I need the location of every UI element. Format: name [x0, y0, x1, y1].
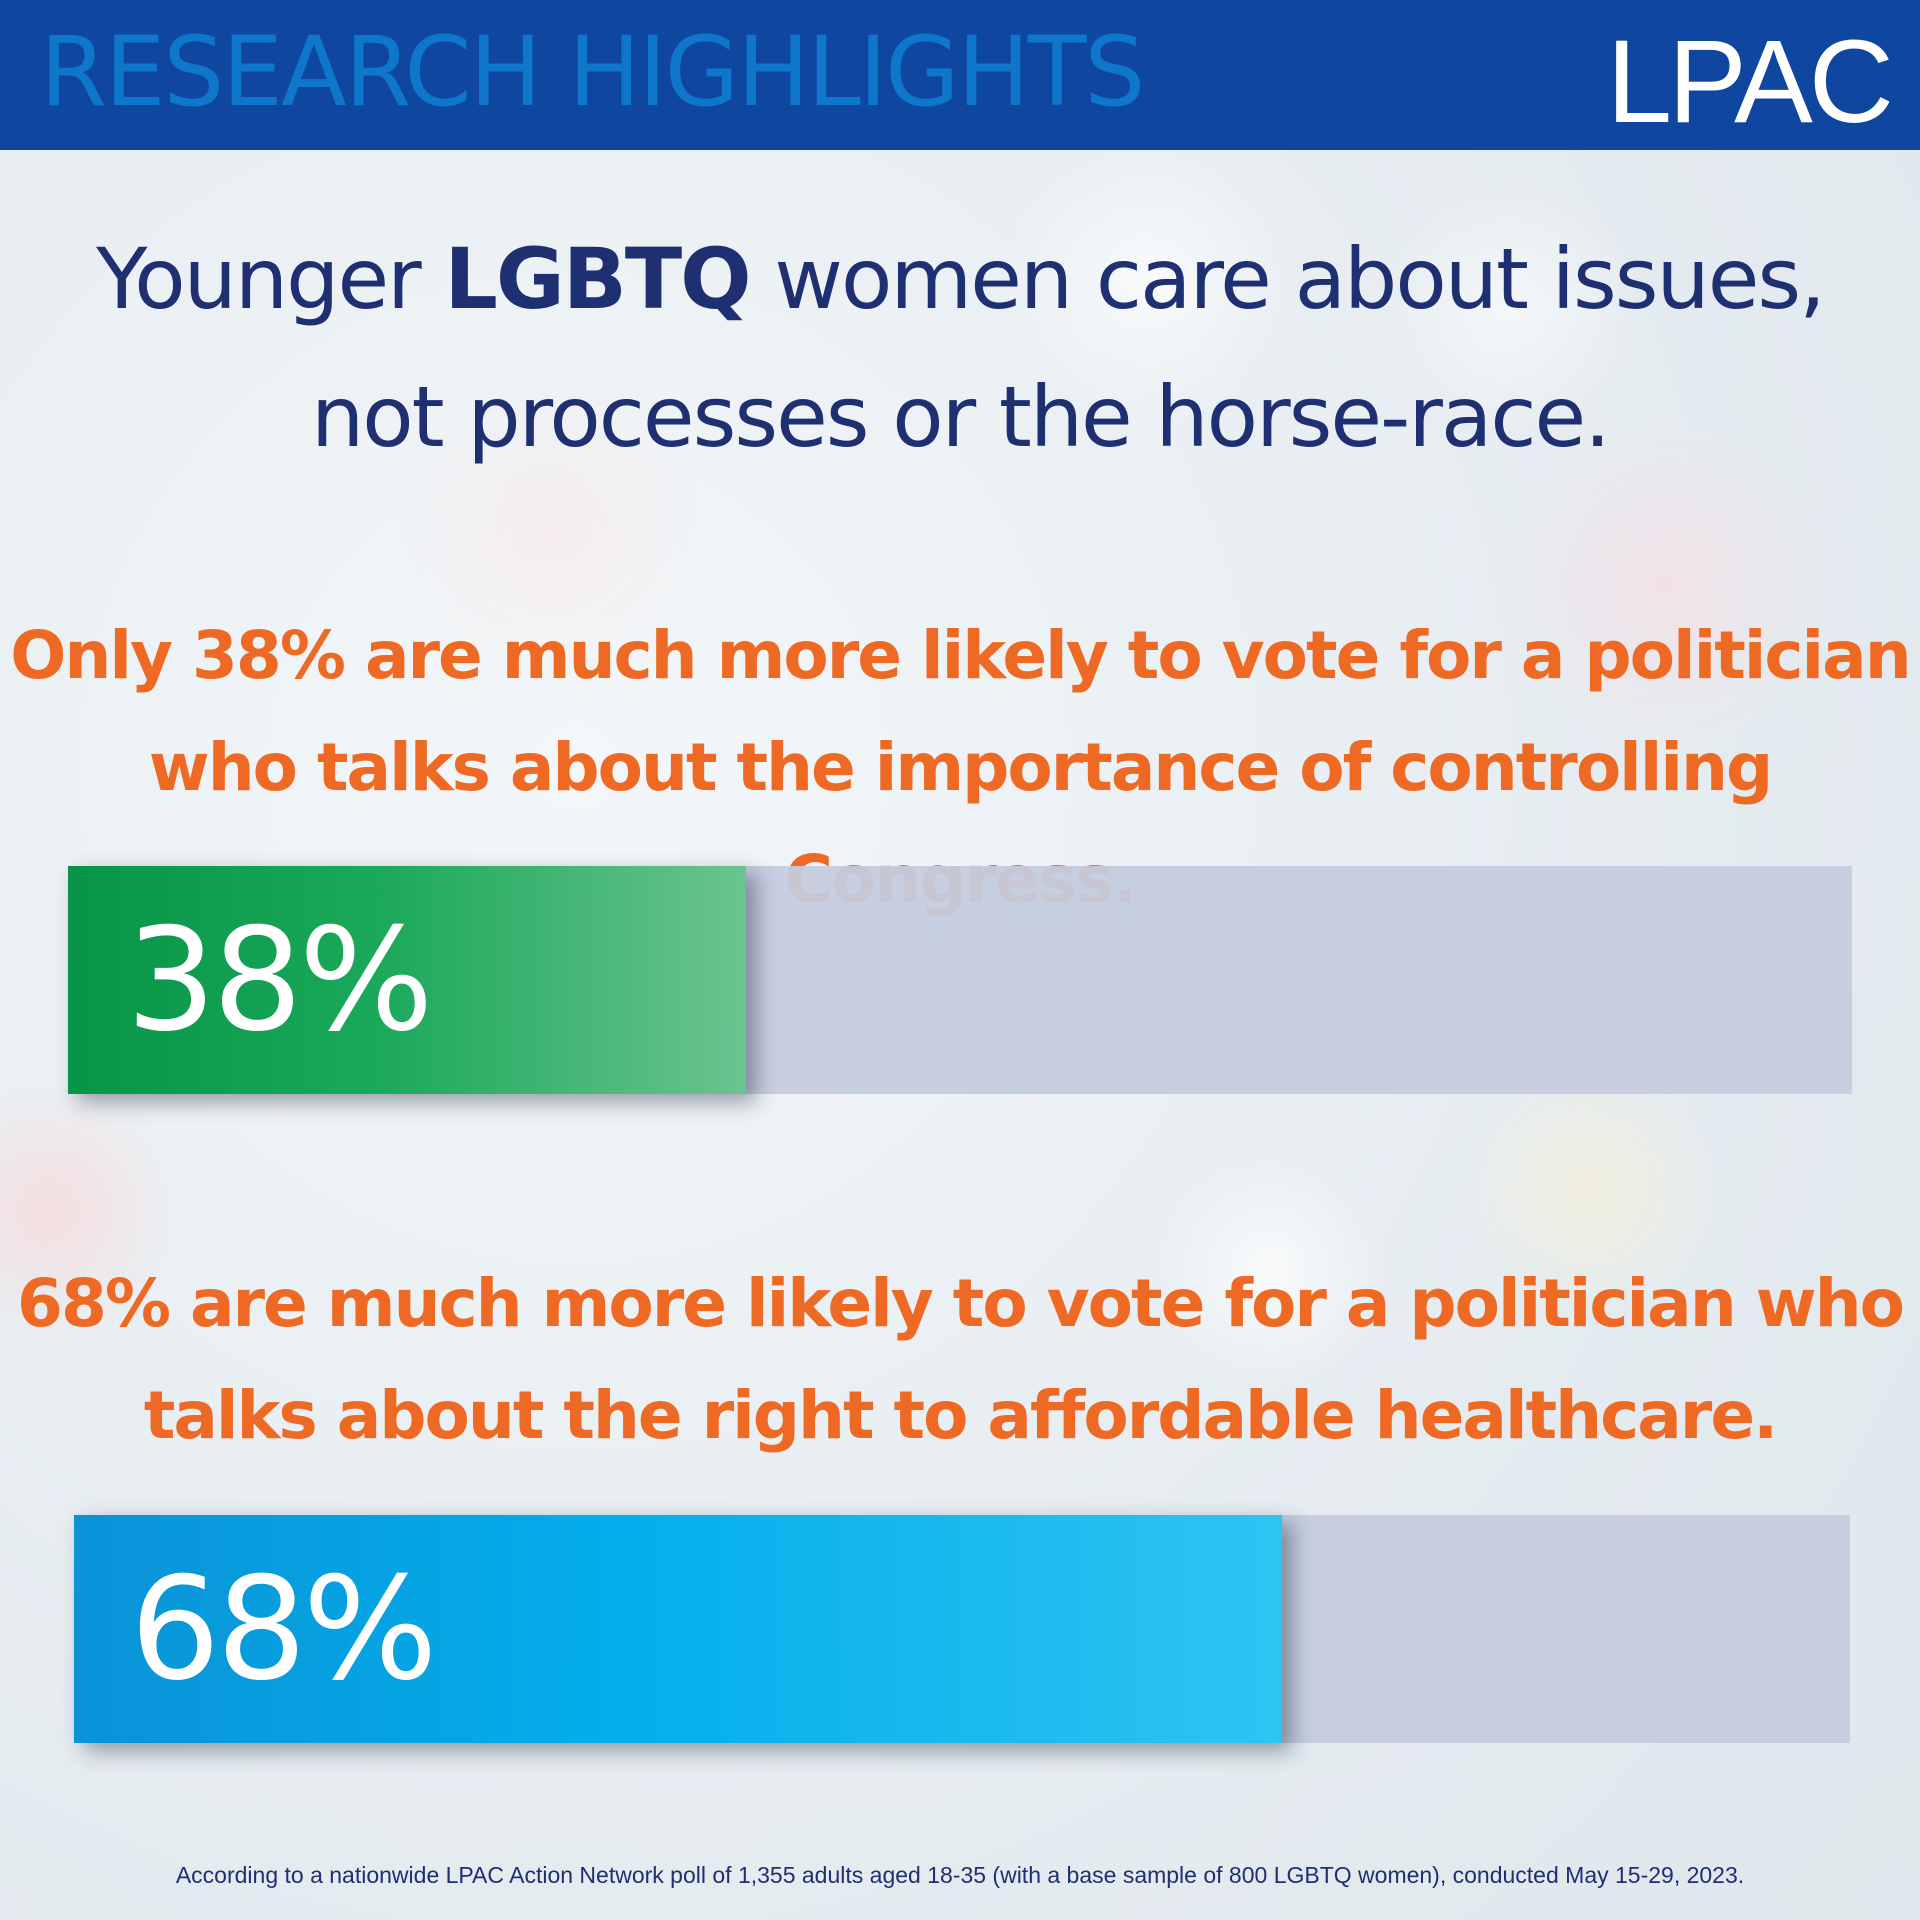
stat-2-line1: 68% are much more likely to vote for a p…	[17, 1265, 1905, 1342]
headline-part2: women care about issues,	[749, 230, 1826, 328]
progress-fill-2	[74, 1515, 1282, 1743]
stat-2-line2: talks about the right to affordable heal…	[143, 1377, 1778, 1454]
stat-1-line1: Only 38% are much more likely to vote fo…	[10, 617, 1911, 694]
lpac-logo: LPAC	[1606, 16, 1894, 148]
progress-label-1: 38%	[126, 897, 434, 1063]
stat-text-2: 68% are much more likely to vote for a p…	[0, 1248, 1920, 1472]
footnote: According to a nationwide LPAC Action Ne…	[175, 1862, 1745, 1888]
headline: Younger LGBTQ women care about issues, n…	[0, 210, 1920, 486]
headline-line2: not processes or the horse-race.	[311, 368, 1611, 466]
progress-label-2: 68%	[130, 1546, 438, 1712]
header-bar: RESEARCH HIGHLIGHTS LPAC	[0, 0, 1920, 150]
headline-line1: Younger LGBTQ women care about issues,	[0, 210, 1920, 348]
progress-fill-1	[68, 866, 746, 1094]
progress-bar-1: 38%	[68, 866, 1852, 1094]
headline-part1: Younger	[96, 230, 445, 328]
progress-bar-2: 68%	[74, 1515, 1850, 1743]
headline-emphasis: LGBTQ	[444, 230, 751, 328]
header-title: RESEARCH HIGHLIGHTS	[40, 16, 1145, 128]
